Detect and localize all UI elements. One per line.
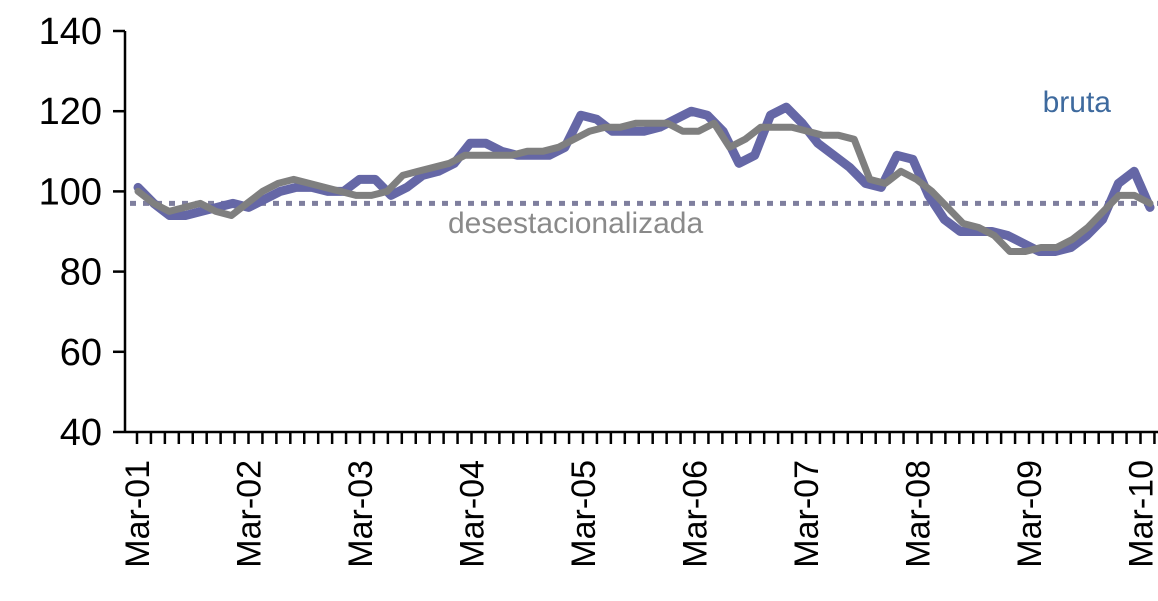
x-tick-label: Mar-08 — [900, 460, 938, 568]
y-tick-label: 140 — [39, 11, 102, 53]
x-tick-label: Mar-10 — [1123, 460, 1158, 568]
x-tick-label: Mar-06 — [677, 460, 715, 568]
series-line-desestacionalizada — [134, 119, 1154, 255]
y-tick-label: 80 — [60, 252, 102, 294]
x-tick-label: Mar-03 — [342, 460, 380, 568]
y-tick-label: 40 — [60, 412, 102, 454]
x-tick-label: Mar-04 — [454, 460, 492, 568]
y-tick-label: 60 — [60, 332, 102, 374]
x-tick-label: Mar-07 — [788, 460, 826, 568]
y-tick-label: 120 — [39, 91, 102, 133]
series-label-desestacionalizada: desestacionalizada — [448, 207, 703, 240]
axis-layer: 40 60 80 100 120 140 Mar-01 Mar-02 Mar-03 Mar-04 M… — [39, 11, 1158, 568]
series-label-bruta: bruta — [1043, 86, 1112, 119]
y-tick-label: 100 — [39, 171, 102, 213]
x-tick-label: Mar-09 — [1011, 460, 1049, 568]
x-tick-label: Mar-05 — [565, 460, 603, 568]
series-layer — [133, 102, 1155, 256]
x-tick-label: Mar-01 — [119, 460, 157, 568]
x-tick-label: Mar-02 — [231, 460, 269, 568]
